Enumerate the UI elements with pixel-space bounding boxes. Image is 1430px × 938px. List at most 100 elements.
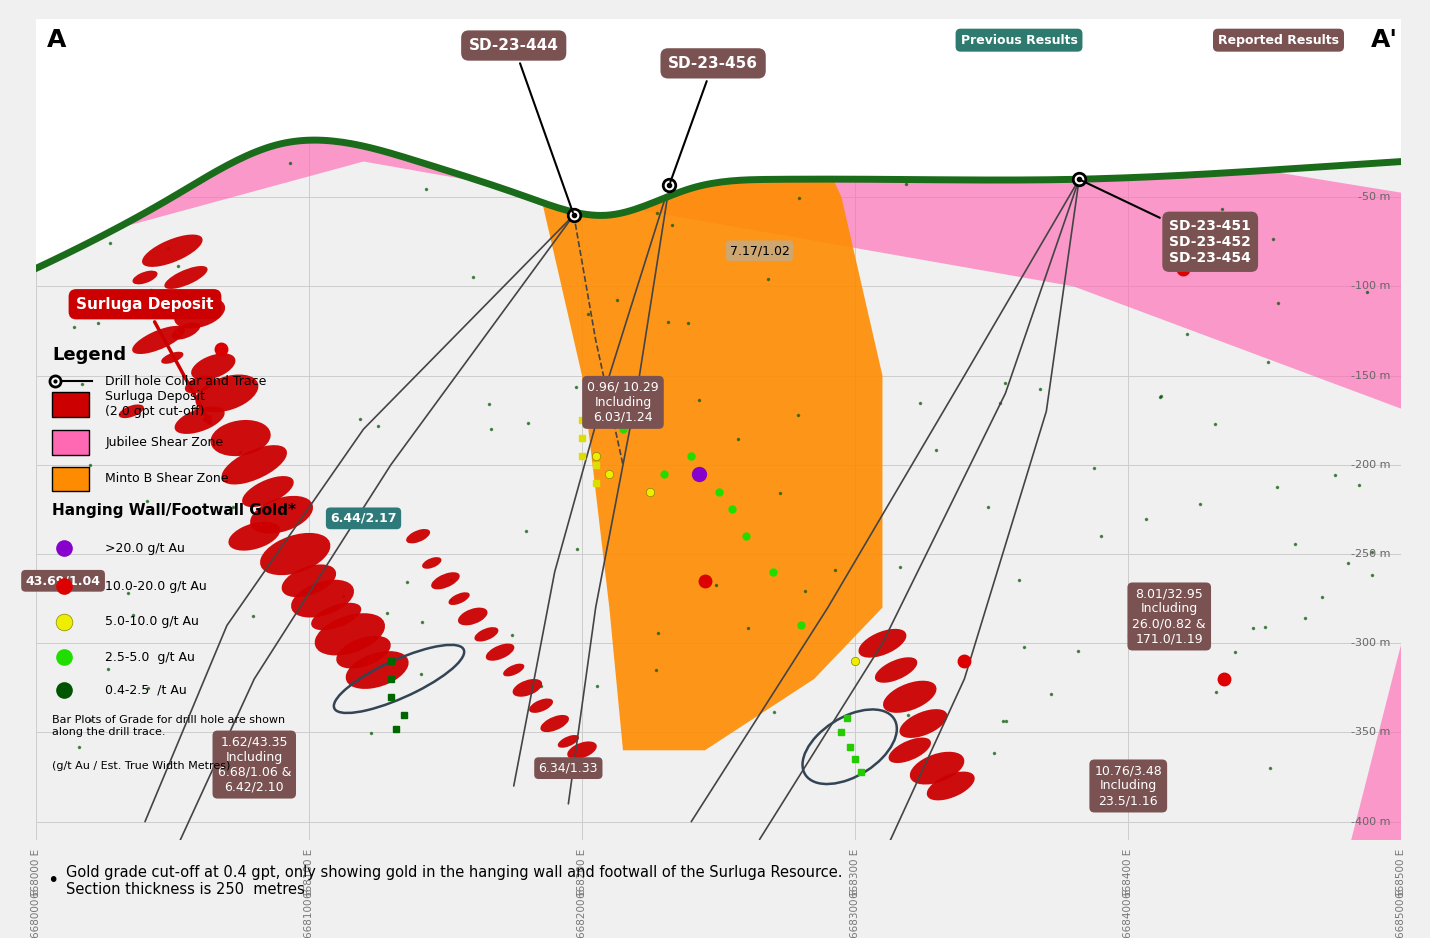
Text: -400 m: -400 m: [1351, 817, 1390, 826]
Text: 6.34/1.33: 6.34/1.33: [539, 762, 598, 775]
Ellipse shape: [132, 325, 184, 354]
Ellipse shape: [174, 298, 225, 328]
Ellipse shape: [260, 533, 330, 575]
Text: 7.17/1.02: 7.17/1.02: [729, 244, 789, 257]
Text: 8.01/32.95
Including
26.0/0.82 &
171.0/1.19: 8.01/32.95 Including 26.0/0.82 & 171.0/1…: [1133, 587, 1205, 645]
Ellipse shape: [541, 715, 569, 733]
Text: 668400 E: 668400 E: [1124, 849, 1133, 898]
Text: A: A: [47, 28, 66, 53]
Ellipse shape: [174, 406, 225, 434]
Text: 0.4-2.5  /t Au: 0.4-2.5 /t Au: [106, 684, 187, 697]
Ellipse shape: [149, 298, 169, 310]
Ellipse shape: [432, 572, 459, 589]
Ellipse shape: [196, 374, 259, 413]
Text: Jubilee Shear Zone: Jubilee Shear Zone: [106, 436, 223, 449]
Text: 6.44/2.17: 6.44/2.17: [330, 512, 396, 525]
Text: 10.0-20.0 g/t Au: 10.0-20.0 g/t Au: [106, 580, 207, 593]
Ellipse shape: [406, 529, 430, 543]
Ellipse shape: [512, 679, 542, 697]
Ellipse shape: [192, 354, 236, 380]
Ellipse shape: [458, 608, 488, 626]
Text: Gold grade cut-off at 0.4 gpt, only showing gold in the hanging wall and footwal: Gold grade cut-off at 0.4 gpt, only show…: [66, 865, 842, 897]
Ellipse shape: [899, 709, 948, 738]
Text: Previous Results: Previous Results: [961, 34, 1077, 47]
Ellipse shape: [927, 772, 975, 800]
Text: •: •: [47, 871, 59, 890]
Text: 5.0-10.0 g/t Au: 5.0-10.0 g/t Au: [106, 615, 199, 628]
Text: Legend: Legend: [53, 346, 127, 364]
Text: 668300 E: 668300 E: [851, 849, 859, 898]
Text: 668100 E: 668100 E: [305, 849, 313, 898]
Text: 1.62/43.35
Including
6.68/1.06 &
6.42/2.10: 1.62/43.35 Including 6.68/1.06 & 6.42/2.…: [217, 735, 290, 794]
Text: -250 m: -250 m: [1351, 549, 1390, 559]
Text: -150 m: -150 m: [1351, 371, 1390, 381]
Ellipse shape: [164, 266, 207, 289]
Text: Reported Results: Reported Results: [1218, 34, 1338, 47]
Text: SD-23-451
SD-23-452
SD-23-454: SD-23-451 SD-23-452 SD-23-454: [1081, 180, 1251, 265]
Text: 668000 E: 668000 E: [31, 849, 40, 898]
Ellipse shape: [875, 658, 917, 683]
Text: 668200 E: 668200 E: [578, 889, 586, 938]
Ellipse shape: [312, 603, 362, 630]
Text: A': A': [1371, 28, 1399, 53]
Polygon shape: [0, 19, 1430, 857]
Ellipse shape: [449, 592, 469, 605]
Ellipse shape: [222, 446, 287, 485]
Text: Minto B Shear Zone: Minto B Shear Zone: [106, 473, 229, 485]
Text: 668100 E: 668100 E: [305, 889, 313, 938]
Text: 668000 E: 668000 E: [31, 889, 40, 938]
Ellipse shape: [568, 741, 596, 759]
Text: >20.0 g/t Au: >20.0 g/t Au: [106, 542, 186, 554]
Text: 668400 E: 668400 E: [1124, 889, 1133, 938]
Ellipse shape: [529, 699, 553, 713]
Text: -300 m: -300 m: [1351, 638, 1390, 648]
Ellipse shape: [486, 643, 515, 660]
Text: 668500 E: 668500 E: [1397, 889, 1406, 938]
Text: Hanging Wall/Footwall Gold*: Hanging Wall/Footwall Gold*: [53, 503, 296, 518]
Ellipse shape: [422, 557, 442, 568]
Ellipse shape: [475, 628, 499, 642]
Ellipse shape: [184, 375, 214, 393]
Ellipse shape: [119, 404, 144, 418]
FancyBboxPatch shape: [53, 431, 89, 455]
Text: Drill hole Collar and Trace: Drill hole Collar and Trace: [106, 374, 267, 387]
Ellipse shape: [882, 681, 937, 713]
Ellipse shape: [558, 735, 579, 748]
Text: 668300 E: 668300 E: [851, 889, 859, 938]
Ellipse shape: [503, 663, 525, 676]
Ellipse shape: [142, 234, 203, 267]
Ellipse shape: [242, 477, 293, 507]
FancyBboxPatch shape: [53, 392, 89, 416]
Text: 668200 E: 668200 E: [578, 849, 586, 898]
Ellipse shape: [172, 323, 200, 340]
Text: 10.76/3.48
Including
23.5/1.16: 10.76/3.48 Including 23.5/1.16: [1094, 764, 1163, 808]
Text: -100 m: -100 m: [1351, 281, 1390, 292]
FancyBboxPatch shape: [53, 467, 89, 491]
Ellipse shape: [292, 580, 355, 617]
Ellipse shape: [282, 565, 336, 598]
Text: -350 m: -350 m: [1351, 728, 1390, 737]
Ellipse shape: [346, 651, 409, 688]
Text: 668500 E: 668500 E: [1397, 849, 1406, 898]
Ellipse shape: [162, 352, 183, 364]
Ellipse shape: [909, 751, 964, 784]
Text: -50 m: -50 m: [1358, 192, 1390, 203]
Text: SD-23-456: SD-23-456: [668, 56, 758, 182]
Ellipse shape: [250, 496, 313, 534]
Text: 0.96/ 10.29
Including
6.03/1.24: 0.96/ 10.29 Including 6.03/1.24: [588, 381, 659, 424]
Text: SD-23-444: SD-23-444: [469, 38, 573, 212]
Ellipse shape: [858, 628, 907, 658]
Text: -200 m: -200 m: [1351, 460, 1390, 470]
Text: 2.5-5.0  g/t Au: 2.5-5.0 g/t Au: [106, 651, 196, 664]
Text: (g/t Au / Est. True Width Metres): (g/t Au / Est. True Width Metres): [53, 761, 230, 771]
Ellipse shape: [336, 636, 390, 669]
Text: Surluga Deposit: Surluga Deposit: [76, 296, 213, 423]
Ellipse shape: [315, 613, 385, 656]
Ellipse shape: [210, 420, 270, 456]
Ellipse shape: [133, 270, 157, 284]
Text: Surluga Deposit
(2.0 gpt cut-off): Surluga Deposit (2.0 gpt cut-off): [106, 390, 206, 418]
Ellipse shape: [229, 522, 280, 551]
Polygon shape: [541, 19, 882, 750]
Text: 43.69/1.04: 43.69/1.04: [26, 574, 100, 587]
Text: Bar Plots of Grade for drill hole are shown
along the drill trace.: Bar Plots of Grade for drill hole are sh…: [53, 716, 286, 737]
